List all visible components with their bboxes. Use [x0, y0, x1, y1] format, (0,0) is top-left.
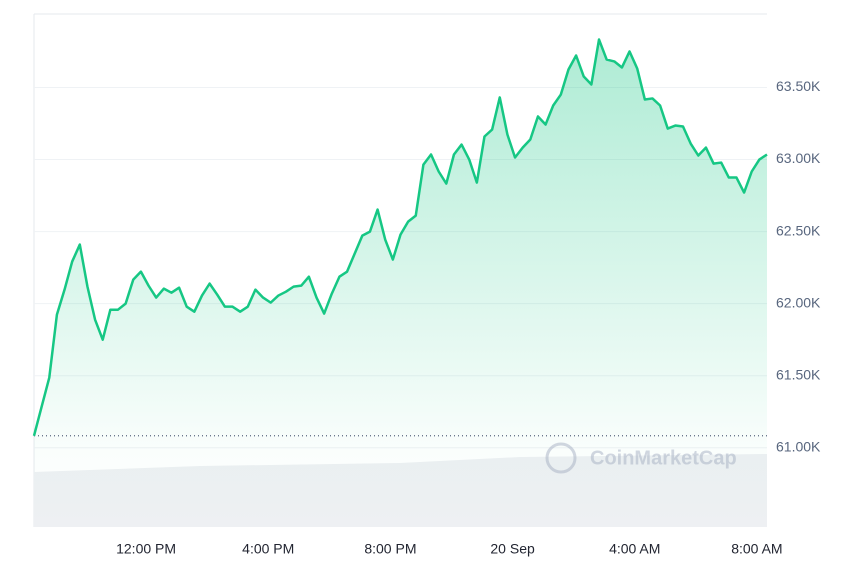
y-tick-label: 63.00K — [776, 150, 821, 166]
area — [34, 39, 767, 527]
y-tick-label: 63.50K — [776, 78, 821, 94]
x-tick-label: 12:00 PM — [116, 541, 176, 557]
watermark-logo — [545, 442, 577, 474]
price-line — [32, 38, 768, 437]
x-tick-label: 8:00 AM — [731, 541, 782, 557]
x-tick-label: 4:00 AM — [609, 541, 660, 557]
x-tick-label: 20 Sep — [490, 541, 535, 557]
x-tick-label: 8:00 PM — [364, 541, 416, 557]
x-tick-label: 4:00 PM — [242, 541, 294, 557]
y-tick-label: 62.50K — [776, 222, 821, 238]
watermark: CoinMarketCap — [545, 442, 737, 474]
y-tick-label: 61.00K — [776, 438, 821, 454]
y-tick-label: 61.50K — [776, 366, 821, 382]
y-tick-label: 62.00K — [776, 294, 821, 310]
watermark-text: CoinMarketCap — [590, 447, 737, 469]
